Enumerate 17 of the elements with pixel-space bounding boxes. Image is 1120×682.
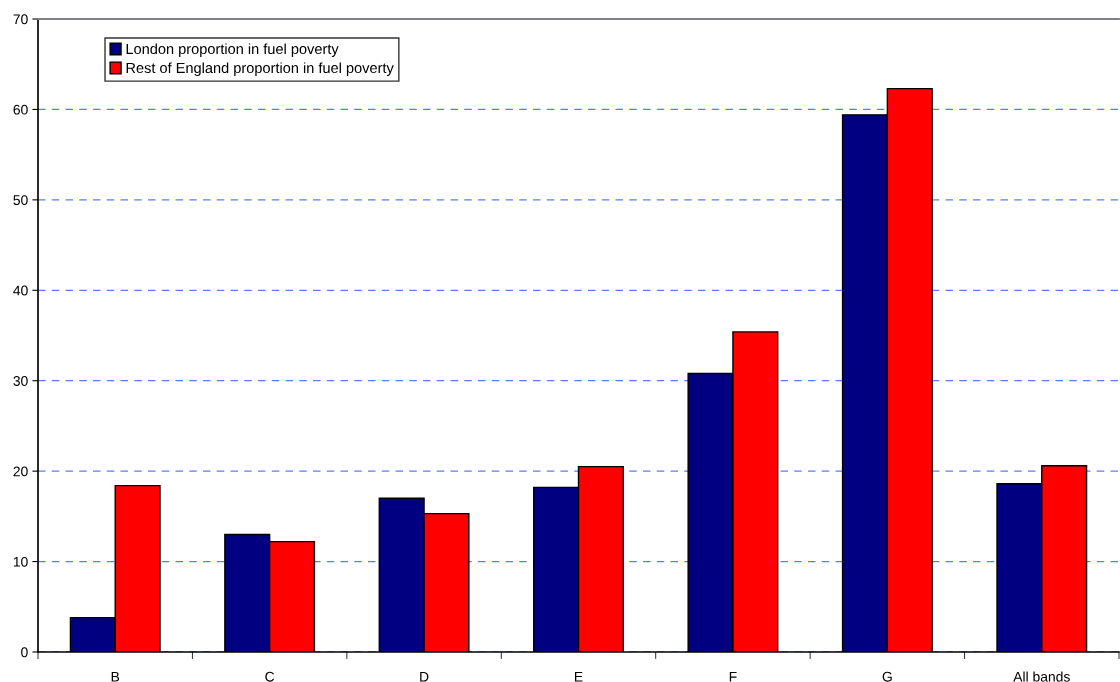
x-tick-label: D xyxy=(420,671,429,682)
x-tick-label: All bands xyxy=(1013,671,1070,682)
x-tick-label: G xyxy=(882,671,892,682)
y-tick-label: 50 xyxy=(13,195,28,206)
y-tick-label: 70 xyxy=(13,14,28,25)
x-tick-label: E xyxy=(575,671,583,682)
legend-label: Rest of England proportion in fuel poverty xyxy=(126,62,394,76)
x-tick-label: C xyxy=(265,671,275,682)
y-tick-label: 40 xyxy=(13,285,28,296)
y-tick-label: 0 xyxy=(21,647,28,658)
y-tick-label: 20 xyxy=(13,466,28,477)
x-tick-label: F xyxy=(729,671,737,682)
x-tick-label: B xyxy=(111,671,120,682)
y-tick-label: 10 xyxy=(13,556,28,567)
y-tick-label: 30 xyxy=(13,376,28,386)
y-tick-label: 60 xyxy=(13,104,28,115)
legend-label: London proportion in fuel poverty xyxy=(126,43,339,57)
